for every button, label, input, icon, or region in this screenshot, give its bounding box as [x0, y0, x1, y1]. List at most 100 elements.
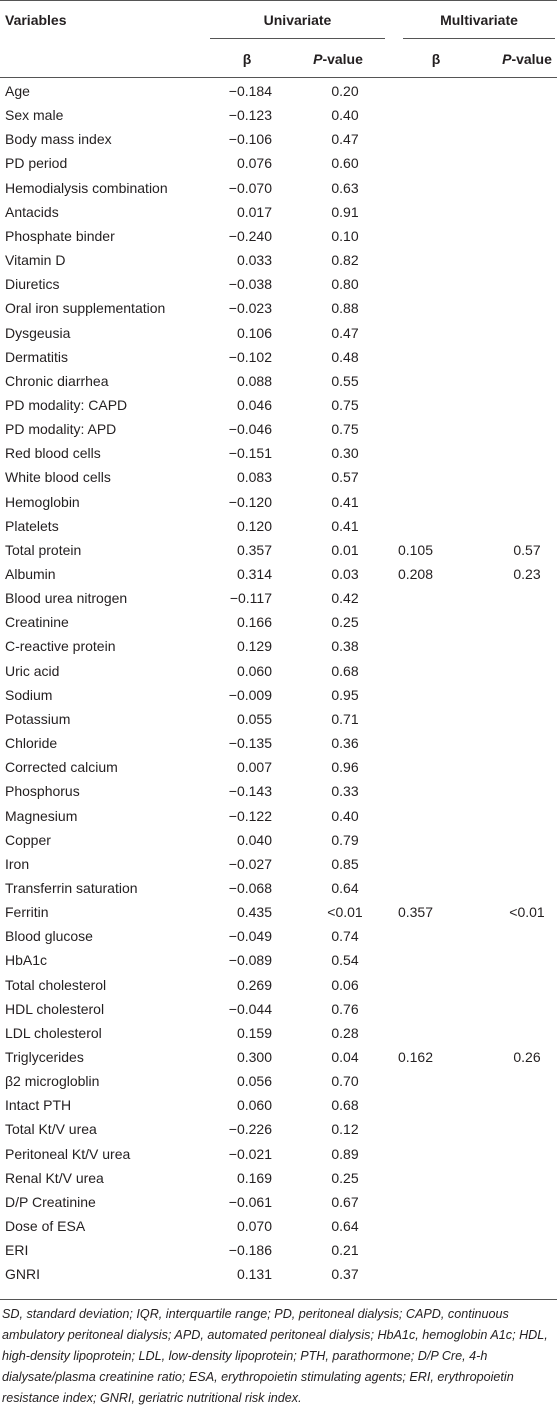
uni-p: 0.10: [331, 227, 359, 244]
uni-p: 0.54: [331, 952, 359, 969]
variable: Platelets: [5, 517, 59, 534]
italic-p: P: [313, 51, 323, 67]
uni-beta: 0.169: [236, 1169, 272, 1186]
header-univariate: Univariate: [263, 12, 332, 28]
uni-beta: −0.044: [228, 1000, 272, 1017]
variable: Renal Kt/V urea: [5, 1169, 104, 1186]
variable: Hemodialysis combination: [5, 179, 168, 196]
variable: Dysgeusia: [5, 324, 71, 341]
uni-beta: 0.300: [236, 1049, 272, 1065]
uni-p: 0.37: [331, 1266, 359, 1283]
variable: Potassium: [5, 710, 71, 727]
uni-beta: −0.046: [228, 421, 272, 438]
header-p-value: P-value: [487, 47, 557, 71]
multi-p: 0.26: [513, 1049, 541, 1065]
uni-beta: −0.120: [228, 493, 272, 510]
uni-beta: −0.102: [228, 348, 272, 365]
uni-beta: −0.009: [228, 686, 272, 703]
uni-p: 0.04: [331, 1049, 359, 1065]
variable: Blood glucose: [5, 928, 93, 945]
uni-p: 0.03: [331, 566, 359, 582]
multi-beta: 0.162: [397, 1049, 433, 1065]
uni-beta: −0.061: [228, 1193, 272, 1210]
variable: Chloride: [5, 735, 58, 752]
uni-beta: 0.120: [236, 517, 272, 534]
uni-p: 0.80: [331, 276, 359, 293]
variable: β2 microgloblin: [5, 1073, 100, 1090]
variable: Antacids: [5, 203, 59, 220]
variable: Ferritin: [5, 904, 49, 921]
uni-beta: 0.269: [236, 976, 272, 993]
uni-beta: 0.129: [236, 638, 272, 655]
uni-p: 0.28: [331, 1024, 359, 1041]
variable: PD modality: CAPD: [5, 396, 128, 413]
uni-p: 0.75: [331, 396, 359, 413]
uni-p: 0.74: [331, 928, 359, 945]
rule: [403, 38, 555, 39]
uni-p: 0.48: [331, 348, 359, 365]
variable: Triglycerides: [5, 1049, 84, 1065]
variable: HDL cholesterol: [5, 1000, 105, 1017]
uni-beta: 0.033: [236, 252, 272, 269]
uni-beta: −0.049: [228, 928, 272, 945]
uni-beta: 0.314: [236, 566, 272, 582]
uni-beta: −0.240: [228, 227, 272, 244]
uni-beta: −0.106: [228, 131, 272, 148]
variable: Dose of ESA: [5, 1218, 86, 1235]
uni-beta: −0.123: [228, 107, 272, 124]
uni-p: 0.82: [331, 252, 359, 269]
uni-p: 0.33: [331, 783, 359, 800]
header-variables: Variables: [5, 12, 67, 28]
variable: Body mass index: [5, 131, 112, 148]
uni-beta: 0.159: [236, 1024, 272, 1041]
variable: Vitamin D: [5, 252, 66, 269]
uni-p: 0.57: [331, 469, 359, 486]
uni-beta: −0.184: [228, 83, 272, 99]
multi-p: <0.01: [509, 904, 545, 921]
variable: LDL cholesterol: [5, 1024, 102, 1041]
uni-beta: 0.083: [236, 469, 272, 486]
uni-beta: 0.076: [236, 155, 272, 172]
uni-p: 0.68: [331, 1097, 359, 1114]
uni-beta: 0.070: [236, 1218, 272, 1235]
variable: D/P Creatinine: [5, 1193, 96, 1210]
uni-p: 0.55: [331, 372, 359, 389]
variable: C-reactive protein: [5, 638, 116, 655]
variable: Blood urea nitrogen: [5, 590, 128, 607]
variable: Intact PTH: [5, 1097, 72, 1114]
uni-p: 0.64: [331, 1218, 359, 1235]
variable: Total protein: [5, 541, 82, 558]
uni-p: 0.95: [331, 686, 359, 703]
uni-p: 0.40: [331, 107, 359, 124]
variable: Hemoglobin: [5, 493, 80, 510]
uni-beta: −0.117: [229, 590, 272, 607]
uni-p: 0.96: [331, 759, 359, 776]
uni-p: 0.71: [331, 710, 359, 727]
uni-p: <0.01: [327, 904, 363, 921]
multi-beta: 0.105: [397, 541, 433, 558]
uni-beta: 0.166: [236, 614, 272, 631]
uni-p: 0.36: [331, 735, 359, 752]
uni-beta: −0.021: [228, 1145, 272, 1162]
variable: PD modality: APD: [5, 421, 117, 438]
uni-beta: −0.023: [228, 300, 272, 317]
uni-p: 0.38: [331, 638, 359, 655]
p-rest: -value: [511, 51, 552, 67]
variable: Total cholesterol: [5, 976, 107, 993]
uni-p: 0.40: [331, 807, 359, 824]
uni-p: 0.20: [331, 83, 359, 99]
uni-beta: 0.055: [236, 710, 272, 727]
variable: Peritoneal Kt/V urea: [5, 1145, 131, 1162]
uni-p: 0.47: [331, 131, 359, 148]
variable: Total Kt/V urea: [5, 1121, 97, 1138]
uni-p: 0.42: [331, 590, 359, 607]
variable: Sex male: [5, 107, 64, 124]
uni-p: 0.89: [331, 1145, 359, 1162]
uni-p: 0.12: [331, 1121, 359, 1138]
uni-beta: −0.143: [228, 783, 272, 800]
variable: Uric acid: [5, 662, 60, 679]
header-beta: β: [242, 51, 252, 67]
uni-p: 0.75: [331, 421, 359, 438]
variable: ERI: [5, 1242, 29, 1259]
uni-p: 0.25: [331, 614, 359, 631]
